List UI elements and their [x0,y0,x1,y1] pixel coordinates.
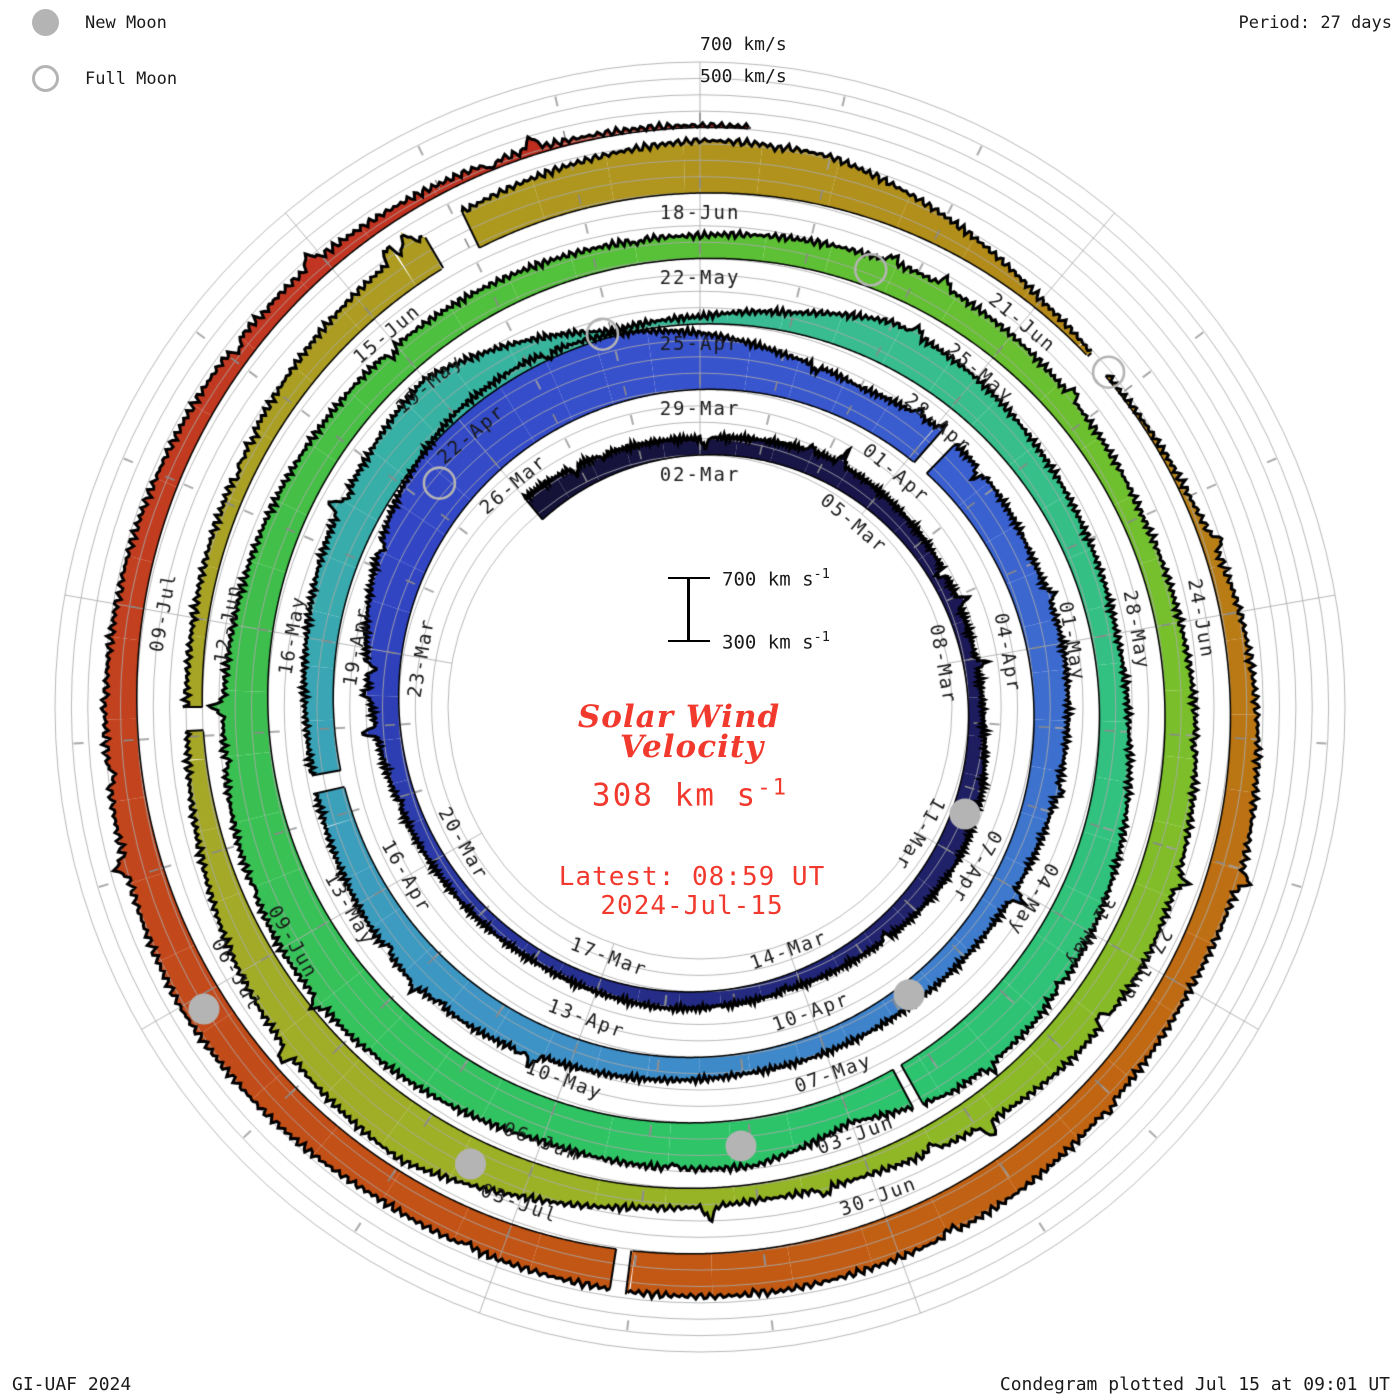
full-moon-icon [32,65,59,92]
scale-label-700-sup: -1 [813,566,830,582]
legend-new-moon-label: New Moon [85,12,167,33]
current-velocity-value: 308 km s-1 [592,774,788,813]
chart-title-line1: Solar Wind [577,699,781,735]
scale-label-300-text: 300 km s [722,631,814,654]
scale-bar-cap-bottom [668,640,710,642]
scale-label-700: 700 km s-1 [722,566,830,590]
outer-scale-700: 700 km/s [700,34,787,55]
scale-label-300: 300 km s-1 [722,629,830,653]
footer-plotted-timestamp: Condegram plotted Jul 15 at 09:01 UT [999,1374,1390,1395]
outer-scale-500: 500 km/s [700,66,787,87]
latest-time-label: Latest: 08:59 UT [558,862,826,892]
latest-date-label: 2024-Jul-15 [600,891,784,921]
current-velocity-text: 308 km s [591,777,758,814]
scale-bar-vertical [687,578,690,641]
legend-new-moon: New Moon [32,9,167,36]
scale-label-700-text: 700 km s [722,568,814,591]
legend-full-moon: Full Moon [32,65,177,92]
legend-full-moon-label: Full Moon [85,68,178,89]
current-velocity-sup: -1 [757,774,789,801]
scale-bar-cap-top [668,577,710,579]
footer-credit: GI-UAF 2024 [12,1374,132,1395]
scale-label-300-sup: -1 [813,629,830,645]
new-moon-icon [32,9,59,36]
period-label: Period: 27 days [1238,13,1392,33]
chart-title-line2: Velocity [619,729,765,765]
